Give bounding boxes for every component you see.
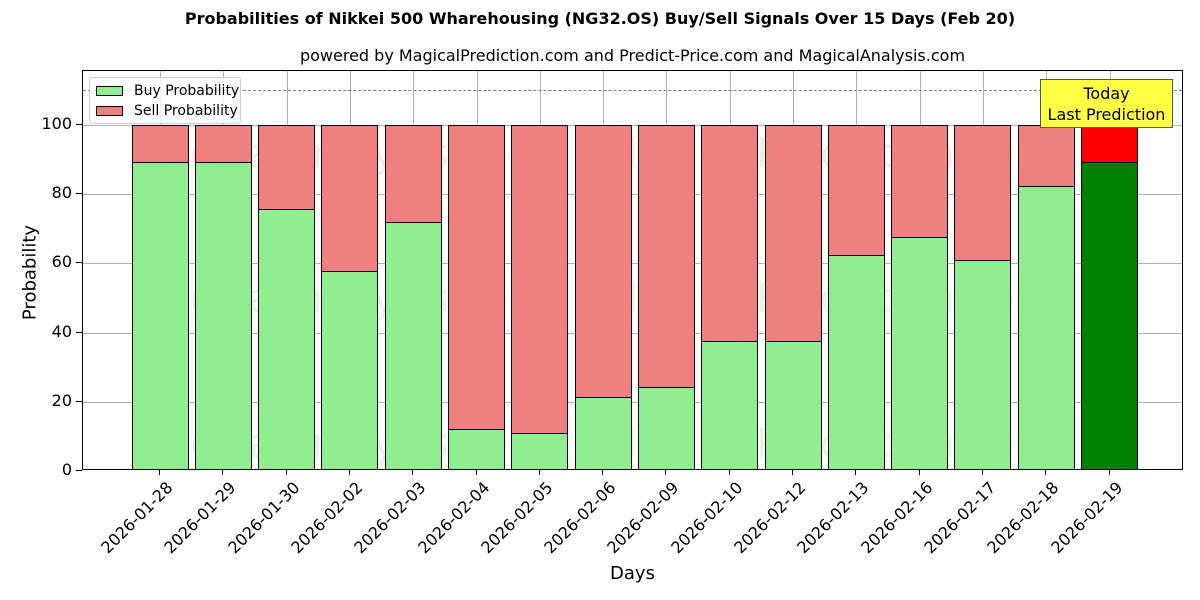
buy-bar bbox=[764, 340, 822, 469]
x-tick-mark bbox=[981, 470, 983, 475]
annotation-line-2: Last Prediction bbox=[1047, 105, 1166, 124]
x-tick-mark bbox=[918, 470, 920, 475]
legend-label-sell: Sell Probability bbox=[134, 103, 238, 119]
buy-bar bbox=[574, 396, 632, 469]
gridline-h bbox=[83, 263, 1182, 265]
sell-bar bbox=[1017, 125, 1075, 187]
y-tick-label: 60 bbox=[51, 252, 72, 272]
gridline-h bbox=[83, 194, 1182, 196]
sell-bar bbox=[131, 125, 189, 164]
sell-bar bbox=[701, 125, 759, 342]
x-tick-mark bbox=[475, 470, 477, 475]
buy-bar bbox=[131, 162, 189, 469]
x-tick-mark bbox=[285, 470, 287, 475]
sell-bar bbox=[258, 125, 316, 211]
x-tick-mark bbox=[1045, 470, 1047, 475]
gridline-h bbox=[83, 401, 1182, 403]
y-tick-label: 100 bbox=[41, 114, 72, 133]
legend: Buy Probability Sell Probability bbox=[89, 77, 241, 124]
legend-item-buy: Buy Probability bbox=[96, 83, 239, 99]
sell-bar bbox=[321, 125, 379, 272]
sell-bar bbox=[891, 125, 949, 239]
buy-bar bbox=[511, 432, 569, 469]
sell-bar bbox=[1081, 125, 1138, 164]
sell-bar bbox=[194, 125, 252, 164]
sell-bar bbox=[764, 125, 822, 342]
y-tick-mark bbox=[76, 470, 82, 471]
y-tick-mark bbox=[76, 262, 82, 264]
sell-bar bbox=[574, 125, 632, 398]
buy-bar bbox=[194, 162, 252, 469]
gridline-h bbox=[83, 332, 1182, 334]
sell-bar bbox=[954, 125, 1012, 261]
x-tick-mark bbox=[792, 470, 793, 475]
buy-bar bbox=[954, 259, 1012, 469]
x-tick-mark bbox=[538, 470, 540, 475]
x-tick-mark bbox=[159, 470, 160, 475]
sell-bar bbox=[384, 125, 442, 223]
y-axis-label: Probability bbox=[19, 224, 41, 321]
x-tick-mark bbox=[348, 470, 350, 475]
sell-bar bbox=[448, 125, 505, 431]
y-tick-mark bbox=[76, 400, 82, 402]
annotation-line-1: Today bbox=[1083, 84, 1130, 103]
today-annotation: Today Last Prediction bbox=[1040, 79, 1173, 128]
sell-bar bbox=[637, 125, 695, 388]
buy-bar bbox=[701, 340, 759, 469]
buy-bar bbox=[891, 237, 949, 469]
y-tick-mark bbox=[76, 331, 82, 333]
legend-label-buy: Buy Probability bbox=[134, 83, 240, 99]
buy-bar bbox=[1017, 185, 1075, 469]
x-tick-mark bbox=[602, 470, 604, 475]
x-tick-mark bbox=[412, 470, 414, 475]
x-tick-mark bbox=[665, 470, 667, 475]
reference-line bbox=[83, 90, 1182, 92]
x-axis-label: Days bbox=[610, 563, 655, 584]
buy-bar bbox=[258, 209, 316, 469]
sell-swatch-icon bbox=[96, 106, 123, 116]
buy-bar bbox=[384, 221, 442, 469]
x-tick-mark bbox=[855, 470, 857, 475]
x-tick-mark bbox=[728, 470, 730, 475]
chart-title: Probabilities of Nikkei 500 Wharehousing… bbox=[184, 9, 1016, 28]
y-tick-label: 80 bbox=[51, 183, 72, 203]
legend-item-sell: Sell Probability bbox=[96, 103, 238, 119]
sell-bar bbox=[827, 125, 885, 257]
y-tick-mark bbox=[76, 193, 82, 195]
buy-bar bbox=[637, 386, 695, 469]
buy-swatch-icon bbox=[96, 86, 123, 96]
y-tick-label: 0 bbox=[61, 460, 72, 479]
plot-area: MagicalAnalysis.comMagicalPrediction.com… bbox=[82, 70, 1183, 470]
buy-bar bbox=[448, 429, 505, 469]
chart-subtitle: powered by MagicalPrediction.com and Pre… bbox=[299, 46, 966, 65]
buy-bar bbox=[321, 271, 379, 469]
y-tick-label: 40 bbox=[51, 321, 72, 341]
buy-bar bbox=[827, 255, 885, 469]
x-tick-mark bbox=[222, 470, 224, 475]
sell-bar bbox=[511, 125, 569, 434]
gridline-h bbox=[83, 125, 1182, 126]
y-tick-label: 20 bbox=[51, 390, 72, 410]
buy-bar bbox=[1081, 162, 1138, 469]
y-tick-mark bbox=[76, 124, 82, 125]
x-tick-mark bbox=[1108, 470, 1110, 475]
